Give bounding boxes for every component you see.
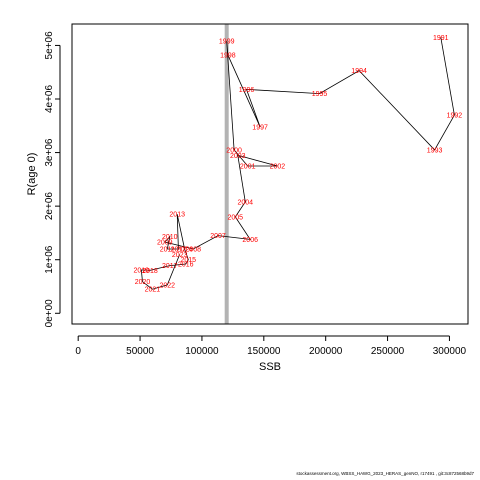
y-tick-label: 4e+06 (44, 85, 55, 114)
year-label-2013: 2013 (169, 212, 185, 219)
year-label-1997: 1997 (252, 124, 268, 131)
year-label-2007: 2007 (210, 233, 226, 240)
year-label-2018: 2018 (142, 268, 158, 275)
x-axis-title: SSB (259, 361, 281, 373)
year-label-2017: 2017 (162, 263, 178, 270)
x-tick-label: 200000 (309, 346, 343, 357)
x-tick-label: 250000 (371, 346, 405, 357)
year-label-2010: 2010 (162, 234, 178, 241)
y-tick-label: 5e+06 (44, 31, 55, 60)
footer-source-text: stockassessment.org, WBSS_HAWG_2023_HERA… (296, 471, 474, 476)
year-label-2006: 2006 (242, 237, 258, 244)
y-tick-label: 3e+06 (44, 138, 55, 167)
recruitment-trajectory-line (140, 37, 455, 290)
x-tick-label: 100000 (185, 346, 219, 357)
year-label-1996: 1996 (239, 87, 255, 94)
year-label-2011: 2011 (160, 247, 175, 254)
year-label-2016: 2016 (178, 262, 194, 269)
year-label-2003: 2003 (230, 153, 246, 160)
x-tick-label: 300000 (433, 346, 467, 357)
year-label-2005: 2005 (228, 214, 244, 221)
year-label-2015: 2015 (181, 257, 197, 264)
x-tick-label: 50000 (126, 346, 154, 357)
year-label-2023: 2023 (172, 252, 188, 259)
year-label-2021: 2021 (145, 287, 161, 294)
year-label-2020: 2020 (135, 279, 151, 286)
year-labels: 1991 1992 1993 1994 1995 1996 1997 1998 1999 2000… (134, 35, 463, 294)
plot-frame (71, 23, 469, 325)
y-axis: 0e+00 1e+06 2e+06 3e+06 4e+06 5e+06 (44, 31, 61, 328)
year-label-1991: 1991 (433, 35, 449, 42)
year-label-2004: 2004 (238, 199, 254, 206)
y-tick-label: 1e+06 (44, 245, 55, 274)
year-label-2001: 2001 (240, 164, 256, 171)
year-label-1998: 1998 (220, 53, 236, 60)
year-label-1995: 1995 (312, 91, 328, 98)
y-tick-label: 0e+00 (44, 299, 55, 328)
year-label-2002: 2002 (270, 164, 286, 171)
year-label-2009: 2009 (157, 240, 173, 247)
year-label-2019: 2019 (134, 267, 150, 274)
year-label-1993: 1993 (427, 147, 443, 154)
year-label-2012: 2012 (171, 247, 187, 254)
y-tick-label: 2e+06 (44, 192, 55, 221)
x-axis: 0 50000 100000 150000 200000 250000 300000 (75, 335, 467, 357)
x-tick-label: 0 (75, 346, 81, 357)
year-label-2000: 2000 (226, 147, 242, 154)
year-label-1994: 1994 (351, 68, 367, 75)
year-label-2014: 2014 (177, 247, 193, 254)
x-tick-label: 150000 (247, 346, 281, 357)
year-label-2022: 2022 (160, 282, 176, 289)
year-label-1999: 1999 (219, 39, 235, 46)
year-label-2008: 2008 (186, 247, 202, 254)
year-label-1992: 1992 (447, 113, 463, 120)
y-axis-title: R(age 0) (26, 153, 38, 196)
